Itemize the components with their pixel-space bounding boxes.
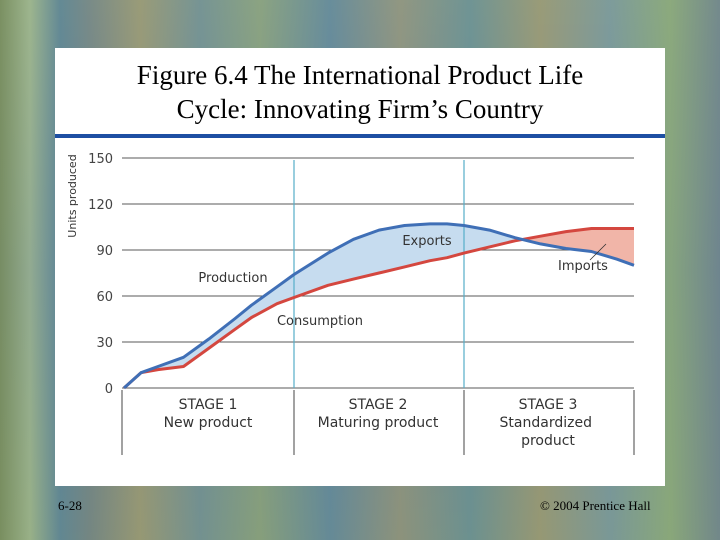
y-tick-120: 120 bbox=[88, 198, 113, 213]
stage-3-label: STAGE 3 bbox=[519, 397, 578, 413]
stage-1-label: STAGE 1 bbox=[179, 397, 238, 413]
y-axis-label: Units produced bbox=[66, 154, 79, 237]
production-series-label: Production bbox=[198, 271, 267, 286]
exports-annotation: Exports bbox=[402, 234, 452, 249]
stage-1-name: New product bbox=[164, 415, 253, 431]
y-tick-150: 150 bbox=[88, 152, 113, 167]
stage-panel bbox=[121, 390, 635, 455]
chart-area-fills bbox=[124, 223, 634, 388]
stage-2-label: STAGE 2 bbox=[349, 397, 408, 413]
imports-annotation: Imports bbox=[558, 259, 608, 274]
imports-area bbox=[522, 228, 634, 266]
stage-2-name: Maturing product bbox=[318, 415, 439, 431]
y-tick-60: 60 bbox=[96, 290, 113, 305]
slide-title: Figure 6.4 The International Product Lif… bbox=[55, 58, 665, 126]
stage-3-name-line-2: product bbox=[521, 433, 575, 449]
y-tick-30: 30 bbox=[96, 336, 113, 351]
y-tick-90: 90 bbox=[96, 244, 113, 259]
slide-number: 6-28 bbox=[58, 498, 82, 513]
y-tick-labels: 0 30 60 90 120 150 bbox=[88, 152, 113, 397]
slide-title-line-2: Cycle: Innovating Firm’s Country bbox=[176, 94, 544, 124]
imports-pointer bbox=[589, 243, 607, 261]
copyright-notice: © 2004 Prentice Hall bbox=[540, 498, 651, 513]
stage-3-name: Standardized product bbox=[500, 415, 597, 449]
stage-3-name-line-1: Standardized bbox=[500, 415, 592, 431]
title-rule bbox=[55, 134, 665, 138]
chart-series-lines bbox=[122, 222, 635, 390]
exports-area bbox=[124, 223, 523, 388]
consumption-line bbox=[122, 227, 634, 390]
consumption-series-label: Consumption bbox=[277, 314, 363, 329]
slide-title-line-1: Figure 6.4 The International Product Lif… bbox=[136, 60, 584, 90]
production-line bbox=[122, 222, 635, 390]
y-tick-0: 0 bbox=[105, 382, 113, 397]
